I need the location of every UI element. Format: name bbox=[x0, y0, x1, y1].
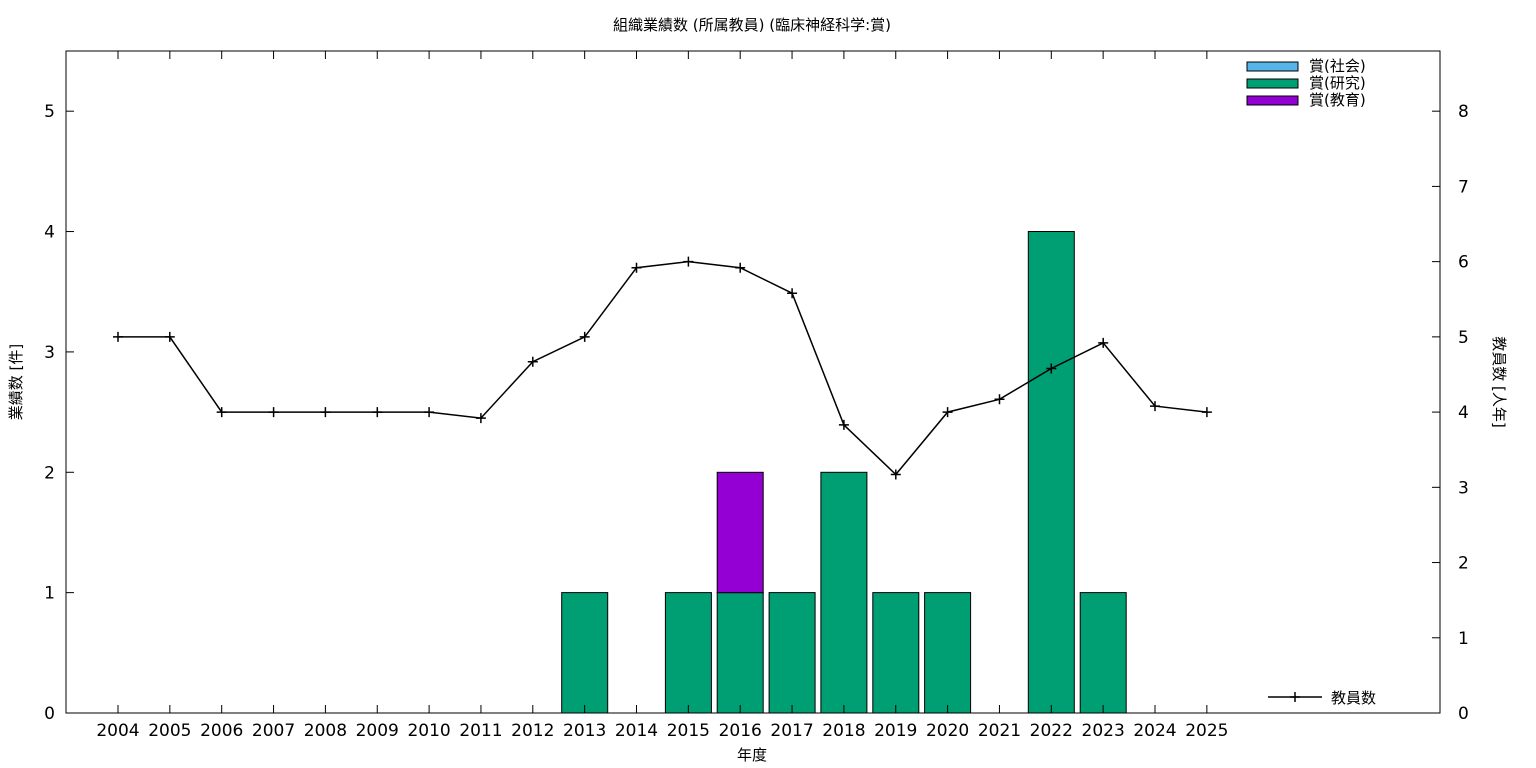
bar-2015-series-1 bbox=[664, 592, 712, 714]
bars bbox=[561, 231, 1127, 714]
left-tick-label: 3 bbox=[44, 343, 55, 363]
teacher-point-2019 bbox=[890, 469, 901, 480]
teacher-point-2020 bbox=[942, 407, 953, 418]
x-tick-label: 2005 bbox=[148, 721, 191, 741]
right-tick-label: 3 bbox=[1458, 478, 1469, 498]
legend-swatch-research bbox=[1246, 78, 1299, 89]
x-tick-label: 2014 bbox=[615, 721, 658, 741]
teacher-line bbox=[113, 256, 1212, 480]
bar-2016-series-1 bbox=[716, 592, 764, 714]
teacher-count-line bbox=[118, 260, 1207, 476]
x-tick-label: 2013 bbox=[563, 721, 606, 741]
teacher-point-2023 bbox=[1098, 337, 1109, 348]
legend-label-research: 賞(研究) bbox=[1309, 74, 1366, 92]
bar-2013-series-1 bbox=[561, 592, 609, 714]
x-tick-label: 2006 bbox=[200, 721, 243, 741]
legend-label-social: 賞(社会) bbox=[1309, 57, 1366, 75]
plot-frame bbox=[65, 50, 1441, 714]
right-tick-label: 7 bbox=[1458, 177, 1469, 197]
x-tick-label: 2020 bbox=[926, 721, 969, 741]
right-tick-label: 6 bbox=[1458, 253, 1469, 273]
y2-axis-label: 教員数 [人年] bbox=[1490, 336, 1508, 427]
left-tick-label: 0 bbox=[44, 704, 55, 724]
left-axis: 0 1 2 3 4 5 bbox=[44, 102, 74, 724]
bar-2016-series-2 bbox=[716, 471, 764, 594]
y-axis-label: 業績数 [件] bbox=[7, 344, 25, 420]
chart-title: 組織業績数 (所属教員) (臨床神経科学:賞) bbox=[613, 16, 891, 34]
bar-2019-series-1 bbox=[872, 592, 920, 714]
teacher-point-2005 bbox=[164, 331, 175, 342]
right-axis: 0 1 2 3 4 5 6 7 8 bbox=[1432, 102, 1469, 724]
x-tick-label: 2010 bbox=[407, 721, 450, 741]
x-tick-label: 2015 bbox=[667, 721, 710, 741]
x-tick-label: 2024 bbox=[1133, 721, 1176, 741]
x-tick-label: 2011 bbox=[459, 721, 502, 741]
teacher-point-2004 bbox=[113, 331, 123, 342]
bar-2018-series-1 bbox=[820, 471, 868, 714]
x-axis: 2004 2005 2006 2007 2008 2009 2010 2011 2012 2013… bbox=[96, 51, 1228, 741]
x-tick-label: 2025 bbox=[1185, 721, 1228, 741]
x-tick-label: 2017 bbox=[770, 721, 813, 741]
legend-label-education: 賞(教育) bbox=[1309, 91, 1366, 109]
right-tick-label: 4 bbox=[1458, 403, 1469, 423]
legend-bars: 賞(社会) 賞(研究) 賞(教育) bbox=[1246, 57, 1366, 109]
legend-line: 教員数 bbox=[1268, 689, 1376, 707]
teacher-point-2015 bbox=[683, 256, 694, 267]
x-tick-label: 2016 bbox=[719, 721, 762, 741]
x-tick-label: 2007 bbox=[252, 721, 295, 741]
teacher-point-2013 bbox=[579, 331, 590, 342]
left-tick-label: 5 bbox=[44, 102, 55, 122]
x-tick-label: 2018 bbox=[822, 721, 865, 741]
x-tick-label: 2009 bbox=[356, 721, 399, 741]
teacher-point-2006 bbox=[216, 407, 227, 418]
x-tick-label: 2004 bbox=[96, 721, 139, 741]
legend-label-teachers: 教員数 bbox=[1331, 689, 1376, 707]
bar-2022-series-1 bbox=[1027, 231, 1075, 714]
teacher-point-2018 bbox=[838, 419, 849, 430]
right-tick-label: 0 bbox=[1458, 704, 1469, 724]
teacher-point-2017 bbox=[787, 288, 798, 299]
x-tick-label: 2019 bbox=[874, 721, 917, 741]
teacher-point-2025 bbox=[1201, 407, 1212, 418]
bar-2023-series-1 bbox=[1079, 592, 1127, 714]
x-tick-label: 2023 bbox=[1082, 721, 1125, 741]
right-tick-label: 8 bbox=[1458, 102, 1469, 122]
teacher-point-2012 bbox=[527, 356, 538, 367]
right-tick-label: 1 bbox=[1458, 629, 1469, 649]
x-tick-label: 2022 bbox=[1030, 721, 1073, 741]
teacher-point-2008 bbox=[320, 407, 331, 418]
left-tick-label: 2 bbox=[44, 463, 55, 483]
x-tick-label: 2012 bbox=[511, 721, 554, 741]
x-axis-label: 年度 bbox=[737, 746, 767, 764]
teacher-point-2010 bbox=[424, 407, 435, 418]
teacher-point-2016 bbox=[735, 262, 746, 273]
teacher-point-2021 bbox=[994, 394, 1005, 405]
right-tick-label: 5 bbox=[1458, 328, 1469, 348]
legend-swatch-social bbox=[1246, 61, 1299, 72]
right-tick-label: 2 bbox=[1458, 554, 1469, 574]
legend-line-marker bbox=[1290, 692, 1300, 702]
teacher-point-2022 bbox=[1046, 363, 1057, 374]
left-tick-label: 4 bbox=[44, 223, 55, 243]
x-tick-label: 2021 bbox=[978, 721, 1021, 741]
legend-swatch-education bbox=[1246, 95, 1299, 106]
bar-2020-series-1 bbox=[924, 592, 972, 714]
teacher-point-2014 bbox=[631, 262, 642, 273]
left-tick-label: 1 bbox=[44, 584, 55, 604]
teacher-point-2009 bbox=[372, 407, 383, 418]
teacher-point-2007 bbox=[268, 407, 279, 418]
teacher-point-2024 bbox=[1150, 401, 1160, 412]
x-tick-label: 2008 bbox=[304, 721, 347, 741]
bar-2017-series-1 bbox=[768, 592, 816, 714]
teacher-point-2011 bbox=[475, 413, 486, 424]
